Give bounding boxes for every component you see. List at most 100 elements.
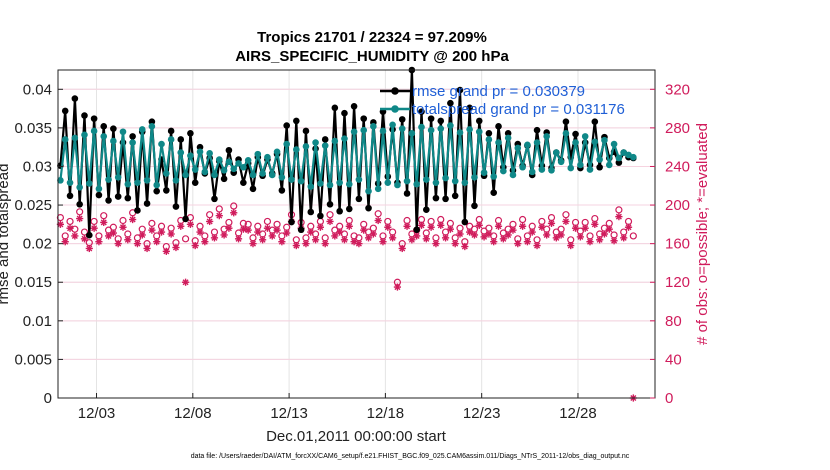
obs-evaluated-point [499,235,507,243]
obs-possible-point [581,218,589,227]
obs-evaluated-point [480,233,488,241]
series-point-totalspread [591,138,599,146]
series-point-totalspread [138,126,146,133]
obs-possible-point [538,217,546,226]
series-point-rmse [471,202,478,210]
obs-evaluated-point [624,223,633,231]
obs-evaluated-point [191,241,199,250]
obs-evaluated-point [340,236,349,244]
obs-evaluated-point [206,217,214,226]
series-point-totalspread [95,185,103,193]
series-point-rmse [331,104,339,112]
legend-label-rmse: rmse grand pr = 0.030379 [412,83,585,100]
series-point-totalspread [437,125,445,132]
series-point-totalspread [543,133,550,140]
series-point-rmse [321,136,329,143]
obs-evaluated-point [61,238,69,246]
obs-evaluated-point [157,228,166,236]
series-point-totalspread [191,166,199,173]
obs-possible-point [610,231,618,239]
series-point-rmse [572,130,579,138]
series-point-totalspread [264,153,271,161]
obs-evaluated-point [437,221,445,229]
obs-possible-point [80,228,89,236]
series-point-rmse [360,115,368,122]
series-point-rmse [66,192,74,200]
series-point-totalspread [163,170,170,177]
obs-evaluated-point [109,229,117,237]
obs-evaluated-point [273,226,281,234]
series-point-rmse [427,115,435,122]
series-point-totalspread [81,131,88,139]
chart-title-line2: AIRS_SPECIFIC_HUMIDITY @ 200 hPa [235,48,509,65]
obs-evaluated-point [446,225,454,233]
series-point-rmse [297,226,305,234]
obs-possible-point [615,206,623,214]
obs-evaluated-point [547,219,556,227]
series-point-rmse [143,200,151,207]
obs-evaluated-point [162,247,170,255]
series-point-rmse [495,123,502,130]
obs-possible-point [263,217,272,226]
x-tick-label: 12/28 [559,405,597,422]
obs-evaluated-point [148,226,156,234]
obs-evaluated-point [85,244,93,253]
obs-possible-point [61,232,69,240]
series-point-rmse [504,129,512,137]
series-point-totalspread [90,127,98,135]
series-point-totalspread [201,168,209,176]
series-point-rmse [562,118,570,126]
series-point-rmse [490,189,498,197]
series-point-rmse [596,163,603,171]
series-point-totalspread [610,140,618,148]
series-point-rmse [432,194,440,202]
series-point-totalspread [336,179,343,186]
series-point-rmse [403,190,411,197]
series-point-totalspread [182,171,189,179]
series-point-totalspread [278,173,286,181]
obs-possible-point [138,225,146,233]
obs-evaluated-point [600,230,609,238]
series-point-rmse [317,212,324,220]
right-tick-label: 40 [665,351,682,368]
x-axis-ticks: 12/03 12/08 12/13 12/18 12/23 12/28 [78,393,597,422]
obs-possible-point [249,234,257,242]
series-point-rmse [533,126,541,134]
obs-evaluated-point [181,278,190,286]
obs-evaluated-point [432,240,440,248]
obs-evaluated-point [268,232,276,240]
obs-evaluated-point [239,225,247,233]
obs-possible-point [446,219,454,227]
series-point-totalspread [211,171,218,179]
obs-possible-point [181,235,190,243]
obs-evaluated-point [259,236,267,244]
left-tick-label: 0.02 [23,236,52,253]
series-point-rmse [293,117,300,125]
obs-possible-point [133,234,142,242]
series-point-totalspread [519,163,526,171]
series-point-rmse [187,129,194,137]
obs-evaluated-point [615,213,623,221]
series-point-totalspread [259,170,266,177]
obs-possible-point [369,224,377,232]
series-point-rmse [177,136,185,143]
obs-possible-point [316,217,324,226]
series-point-rmse [345,205,353,213]
obs-evaluated-point [620,234,628,242]
series-point-totalspread [572,139,579,146]
obs-possible-point [437,215,445,224]
series-point-totalspread [374,185,382,193]
series-point-totalspread [317,180,324,187]
obs-possible-point [321,234,329,242]
obs-evaluated-point [509,226,517,234]
chart-title-line1: Tropics 21701 / 22324 = 97.209% [257,29,487,46]
obs-possible-point [109,223,117,231]
obs-possible-point [562,211,570,219]
obs-possible-point [345,216,353,225]
obs-evaluated-point [355,240,363,248]
obs-evaluated-point [114,240,122,248]
series-point-totalspread [370,123,377,130]
series-point-rmse [114,193,122,200]
series-point-totalspread [100,133,108,140]
right-axis-ticks: 0 40 80 120 160 200 240 280 320 [650,81,690,407]
